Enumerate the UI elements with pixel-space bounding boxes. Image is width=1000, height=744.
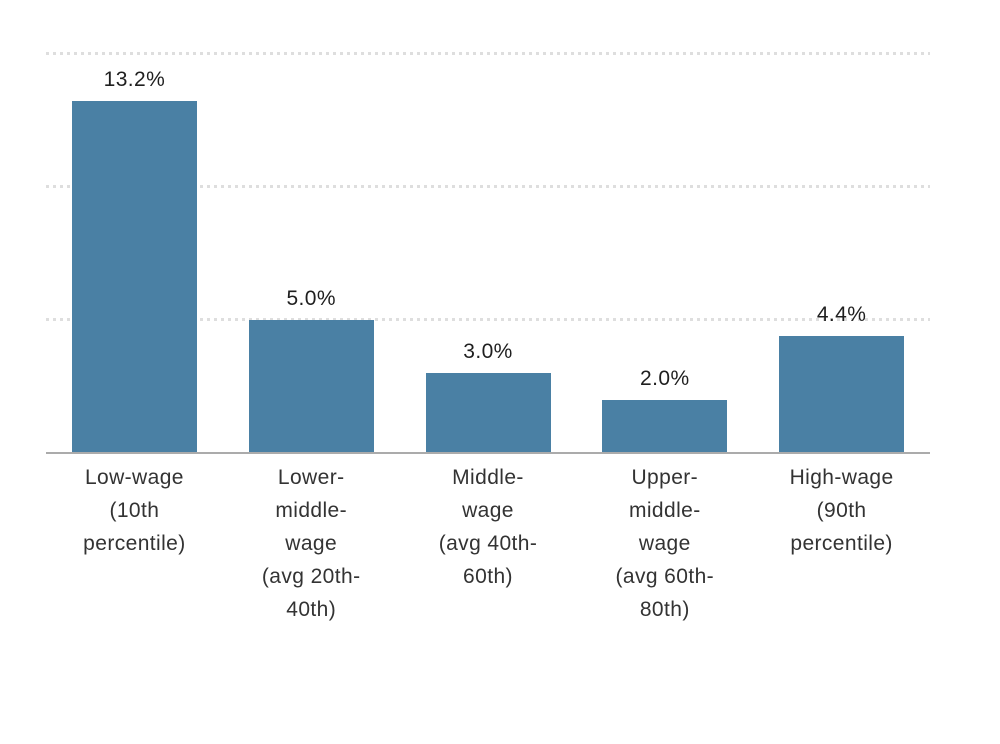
bar-value-label-0: 13.2% <box>103 68 166 91</box>
bar-4 <box>779 335 905 453</box>
gridline-15pct <box>46 51 930 55</box>
bar-value-label-1: 5.0% <box>286 286 336 310</box>
bar-value-label-3: 2.0% <box>640 366 690 390</box>
x-axis-line <box>46 452 930 454</box>
bar-3 <box>602 399 728 453</box>
x-axis-category-label-2: Middle- wage (avg 40th- 60th) <box>438 466 538 588</box>
x-axis-category-label-0: Low-wage (10th percentile) <box>83 466 186 555</box>
bar-1 <box>248 319 374 453</box>
gridline-10pct <box>46 184 930 188</box>
x-axis-category-label-4: High-wage (90th percentile) <box>789 466 894 555</box>
x-axis-category-label-1: Lower- middle- wage (avg 20th- 40th) <box>261 466 361 621</box>
gridline-5pct <box>46 318 930 322</box>
bar-value-label-2: 3.0% <box>463 340 513 363</box>
bar-0 <box>71 101 197 453</box>
x-axis-category-label-3: Upper- middle- wage (avg 60th- 80th) <box>615 466 715 621</box>
bar-2 <box>425 373 551 453</box>
plot-area: 13.2% 5.0% 3.0% 2.0% 4.4% <box>46 51 930 454</box>
bar-value-label-4: 4.4% <box>816 302 867 326</box>
